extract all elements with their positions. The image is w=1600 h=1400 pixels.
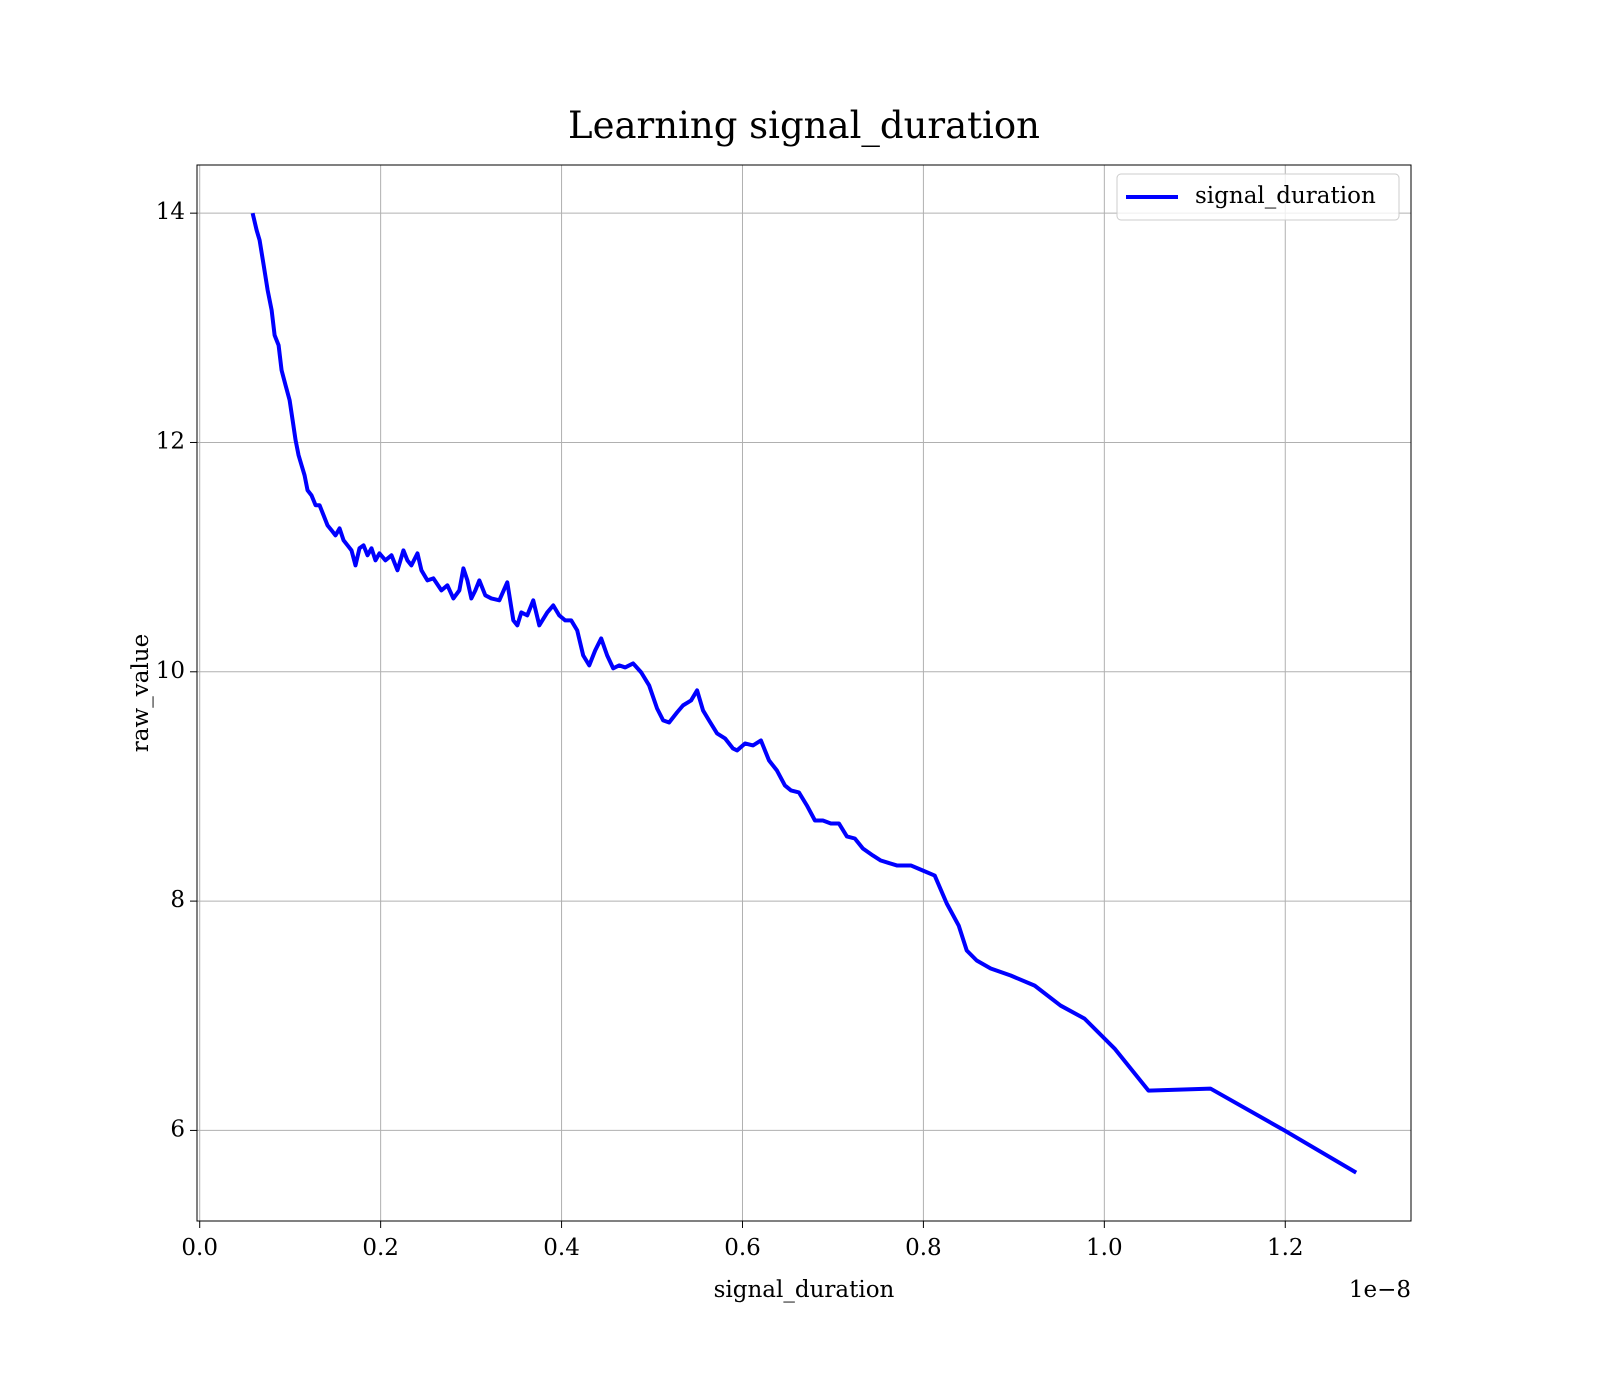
legend-box <box>1116 173 1400 221</box>
x-tick-label: 1.0 <box>1086 1235 1123 1261</box>
x-tick-label: 0.4 <box>543 1235 580 1261</box>
x-tick-label: 0.6 <box>724 1235 761 1261</box>
legend-label: signal_duration <box>1195 183 1376 209</box>
x-offset-label: 1e−8 <box>1349 1277 1411 1303</box>
chart-title: Learning signal_duration <box>568 104 1040 148</box>
x-tick-label: 0.8 <box>905 1235 942 1261</box>
y-tick-label: 8 <box>170 887 185 913</box>
y-tick-label: 6 <box>170 1116 185 1142</box>
y-tick-label: 10 <box>156 658 185 684</box>
x-tick-label: 1.2 <box>1267 1235 1304 1261</box>
data-line <box>250 212 1358 1175</box>
x-tick-label: 0.0 <box>181 1235 218 1261</box>
x-axis-label: signal_duration <box>714 1277 895 1303</box>
x-tick-label: 0.2 <box>362 1235 399 1261</box>
plot-frame <box>196 164 1412 1222</box>
y-tick-label: 14 <box>156 199 185 225</box>
y-axis-label: raw_value <box>128 634 154 752</box>
y-tick-label: 12 <box>156 428 185 454</box>
legend: signal_duration <box>1116 173 1400 221</box>
